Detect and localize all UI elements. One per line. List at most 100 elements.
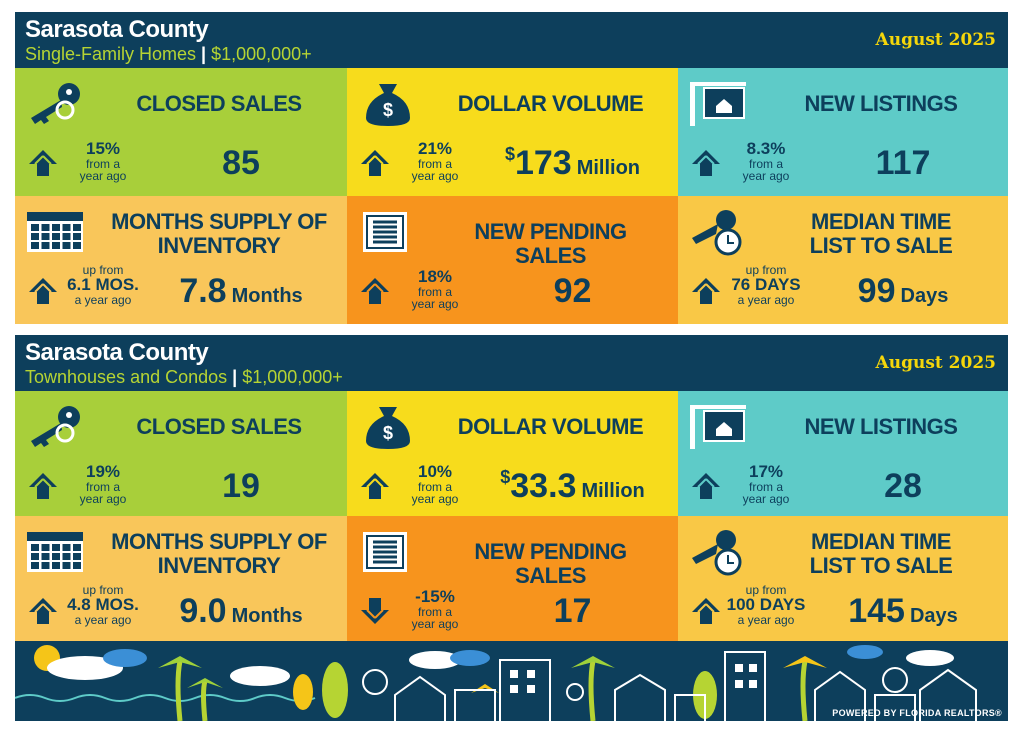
tile-icon <box>688 208 750 261</box>
change-arrow <box>690 148 722 183</box>
section-subtitle: Townhouses and Condos | $1,000,000+ <box>25 367 343 388</box>
change-pre: up from <box>745 263 787 277</box>
change-text: 21% from a year ago <box>395 139 475 183</box>
stat-tile: $ DOLLAR VOLUME 10% from a year ago $33.3 Mill… <box>347 391 678 516</box>
label-line: DOLLAR VOLUME <box>457 91 644 116</box>
change-text: 19% from a year ago <box>63 462 143 506</box>
change-text: up from 76 DAYS a year ago <box>726 264 806 306</box>
subtitle-part: | <box>201 44 207 64</box>
change-main: 100 DAYS <box>726 595 806 614</box>
change-text: 8.3% from a year ago <box>726 140 806 183</box>
value-number: 99 <box>857 272 896 310</box>
change-post: year ago <box>742 169 790 183</box>
section-title: Sarasota County <box>25 16 209 43</box>
value-number: 85 <box>222 144 260 182</box>
label-line: LIST TO SALE <box>809 233 953 258</box>
subtitle-part: $1,000,000+ <box>211 44 312 64</box>
tile-icon <box>25 208 87 261</box>
change-post: a year ago <box>737 293 795 307</box>
change-arrow <box>690 596 722 631</box>
change-post: from a <box>748 480 783 494</box>
subtitle-part: | <box>232 367 238 387</box>
footer-credit: POWERED BY FLORIDA REALTORS® <box>832 708 1002 718</box>
stat-tile: MONTHS SUPPLY OF INVENTORY up from 4.8 MOS.… <box>15 516 347 641</box>
value-number: 33.3 <box>510 467 577 505</box>
tile-icon <box>25 80 87 133</box>
change-main: 15% <box>85 139 121 158</box>
change-post: year ago <box>79 169 127 183</box>
tile-value: 17 <box>477 592 668 631</box>
label-line: MONTHS SUPPLY OF <box>111 209 327 234</box>
stat-tile: MEDIAN TIME LIST TO SALE up from 76 DAYS a y… <box>678 196 1008 324</box>
tile-icon <box>25 403 87 456</box>
tile-icon: $ <box>357 403 419 456</box>
tile-value: 85 <box>145 144 337 183</box>
change-arrow <box>27 471 59 506</box>
change-post: year ago <box>411 169 459 183</box>
tile-label: MONTHS SUPPLY OF INVENTORY <box>105 210 333 258</box>
change-arrow <box>690 471 722 506</box>
label-line: MEDIAN TIME <box>811 209 951 234</box>
value-number: 173 <box>514 144 572 182</box>
tile-value: 7.8 Months <box>145 272 337 311</box>
change-text: 15% from a year ago <box>63 139 143 183</box>
report-date: August 2025 <box>875 30 996 50</box>
label-line: NEW PENDING SALES <box>474 539 627 588</box>
label-line: MEDIAN TIME <box>811 529 951 554</box>
subtitle-part: Townhouses and Condos <box>25 367 228 387</box>
tile-value: $173 Million <box>477 144 668 183</box>
tile-icon <box>688 403 750 456</box>
tile-label: MEDIAN TIME LIST TO SALE <box>768 210 994 258</box>
change-pre: up from <box>82 263 124 277</box>
label-line: INVENTORY <box>157 233 281 258</box>
subtitle-part: Single-Family Homes <box>25 44 197 64</box>
change-post: year ago <box>742 492 790 506</box>
value-unit: Days <box>909 605 958 627</box>
tile-label: NEW PENDING SALES <box>437 540 664 588</box>
change-post: year ago <box>411 297 459 311</box>
tile-label: CLOSED SALES <box>105 92 333 116</box>
change-text: -15% from a year ago <box>395 588 475 631</box>
tile-value: 28 <box>808 467 998 506</box>
tile-value: 117 <box>808 144 998 183</box>
tile-value: 19 <box>145 467 337 506</box>
tile-label: DOLLAR VOLUME <box>437 415 664 439</box>
change-main: 21% <box>417 139 453 158</box>
tile-icon <box>25 528 87 581</box>
change-post: a year ago <box>737 613 795 627</box>
label-line: NEW LISTINGS <box>804 91 958 116</box>
change-arrow <box>27 596 59 631</box>
section-title: Sarasota County <box>25 339 209 366</box>
change-main: 19% <box>85 462 121 481</box>
value-unit: Million <box>581 480 645 502</box>
value-unit: Months <box>231 285 303 307</box>
value-number: 92 <box>553 272 592 310</box>
change-text: up from 4.8 MOS. a year ago <box>63 584 143 626</box>
stat-tile: $ DOLLAR VOLUME 21% from a year ago $173 Milli… <box>347 68 678 196</box>
label-line: LIST TO SALE <box>809 553 953 578</box>
label-line: DOLLAR VOLUME <box>457 414 644 439</box>
change-post: year ago <box>79 492 127 506</box>
stat-tile: CLOSED SALES 15% from a year ago 85 <box>15 68 347 196</box>
change-post: a year ago <box>74 293 132 307</box>
change-post: from a <box>417 285 452 299</box>
tile-label: MEDIAN TIME LIST TO SALE <box>768 530 994 578</box>
tile-label: NEW LISTINGS <box>768 415 994 439</box>
value-unit: Months <box>231 605 303 627</box>
value-number: 117 <box>875 144 931 182</box>
change-text: up from 6.1 MOS. a year ago <box>63 264 143 306</box>
value-prefix: $ <box>500 467 511 487</box>
change-arrow <box>27 276 59 311</box>
change-arrow <box>359 276 391 311</box>
value-prefix: $ <box>504 144 515 164</box>
label-line: CLOSED SALES <box>136 91 302 116</box>
change-pre: up from <box>745 583 787 597</box>
value-number: 28 <box>884 467 922 505</box>
tile-label: NEW LISTINGS <box>768 92 994 116</box>
tile-label: DOLLAR VOLUME <box>437 92 664 116</box>
tile-icon <box>357 208 419 261</box>
change-text: up from 100 DAYS a year ago <box>726 584 806 626</box>
stat-tile: MEDIAN TIME LIST TO SALE up from 100 DAYS a … <box>678 516 1008 641</box>
section-header: Sarasota County Townhouses and Condos | $1,… <box>15 335 1008 391</box>
